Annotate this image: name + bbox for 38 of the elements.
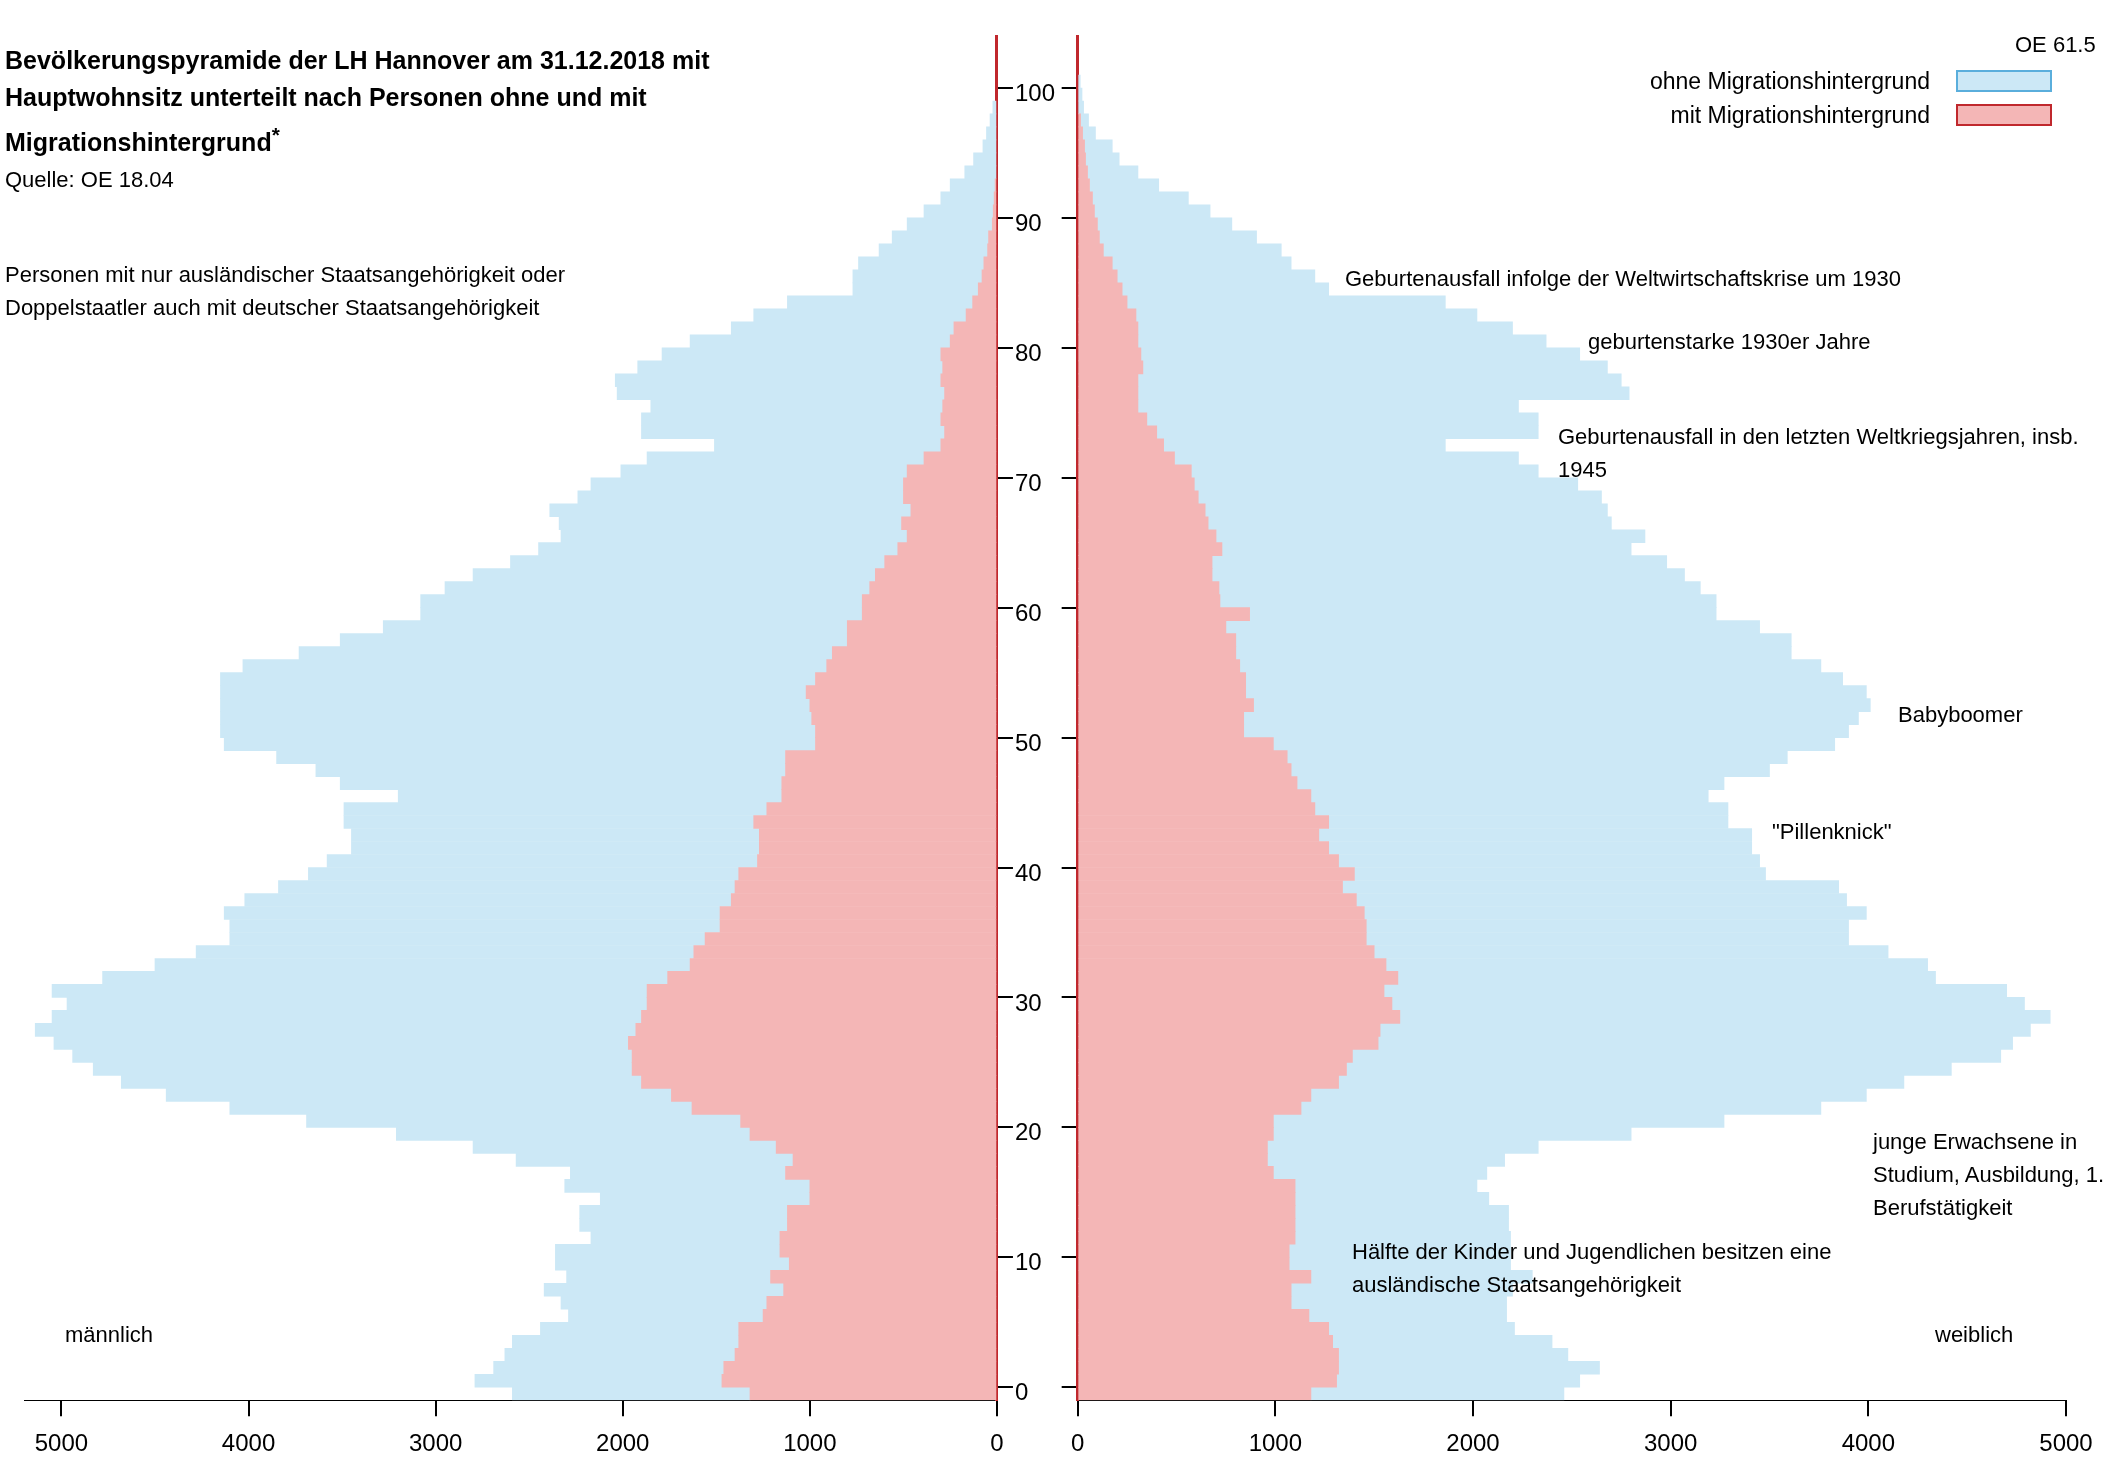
x-tick-label: 0 — [990, 1429, 1004, 1457]
y-tick-label: 60 — [1014, 598, 1042, 626]
x-tick-label: 3000 — [1643, 1429, 1698, 1457]
x-tick-label: 4000 — [1841, 1429, 1896, 1457]
x-tick-label: 5000 — [2039, 1429, 2093, 1457]
annotation: männlich — [65, 1321, 154, 1349]
x-tick-label: 4000 — [221, 1429, 276, 1457]
x-tick-label: 1000 — [1248, 1429, 1303, 1457]
legend-label: mit Migrationshintergrund — [1670, 101, 1930, 129]
y-tick-label: 10 — [1014, 1248, 1042, 1276]
annotation: Babyboomer — [1898, 701, 2023, 729]
annotation: Geburtenausfall infolge der Weltwirtschaftskrise um 1930 — [1345, 265, 1901, 293]
text: Bevölkerungspyramide der LH Hannover am 31.12.2018 mit Hauptwohnsitz unterteilt nach Personen ohne und mit Migrationshintergrund$^{*}$ — [5, 45, 711, 159]
annotation: Geburtenausfall in den letzten Weltkriegsjahren, insb. 1945 — [1558, 423, 2080, 484]
y-tick-label: 70 — [1014, 468, 1042, 496]
legend-label: ohne Migrationshintergrund — [1649, 67, 1930, 95]
y-tick-label: 100 — [1014, 79, 1055, 107]
annotation: weiblich — [1935, 1321, 2014, 1349]
y-tick-label: 40 — [1014, 858, 1042, 886]
x-tick-label: 2000 — [1446, 1429, 1500, 1457]
x-tick-label: 1000 — [783, 1429, 837, 1457]
y-tick-label: 90 — [1014, 209, 1042, 237]
annotation: geburtenstarke 1930er Jahre — [1588, 328, 1871, 356]
annotation: junge Erwachsene in Studium, Ausbildung, 1. Berufstätigkeit — [1873, 1128, 2106, 1222]
y-tick-label: 20 — [1014, 1118, 1042, 1146]
annotation: "Pillenknick" — [1772, 818, 1892, 846]
x-tick-label: 0 — [1070, 1429, 1085, 1457]
annotation: Personen mit nur ausländischer Staatsangehörigkeit oder Doppelstaatler auch mit deutscher Staatsangehörigkeit — [5, 261, 567, 322]
y-tick-label: 30 — [1014, 988, 1042, 1016]
annotation: Hälfte der Kinder und Jugendlichen besitzen eine ausländische Staatsangehörigkeit — [1352, 1238, 1833, 1299]
annotation: Quelle: OE 18.04 — [5, 166, 175, 194]
annotation: OE 61.5 — [2015, 31, 2096, 59]
y-tick-label: 50 — [1014, 728, 1042, 756]
y-tick-label: 0 — [1014, 1378, 1029, 1406]
x-tick-label: 2000 — [596, 1429, 650, 1457]
y-tick-label: 80 — [1014, 338, 1042, 366]
x-tick-label: 3000 — [408, 1429, 463, 1457]
x-tick-label: 5000 — [34, 1429, 89, 1457]
